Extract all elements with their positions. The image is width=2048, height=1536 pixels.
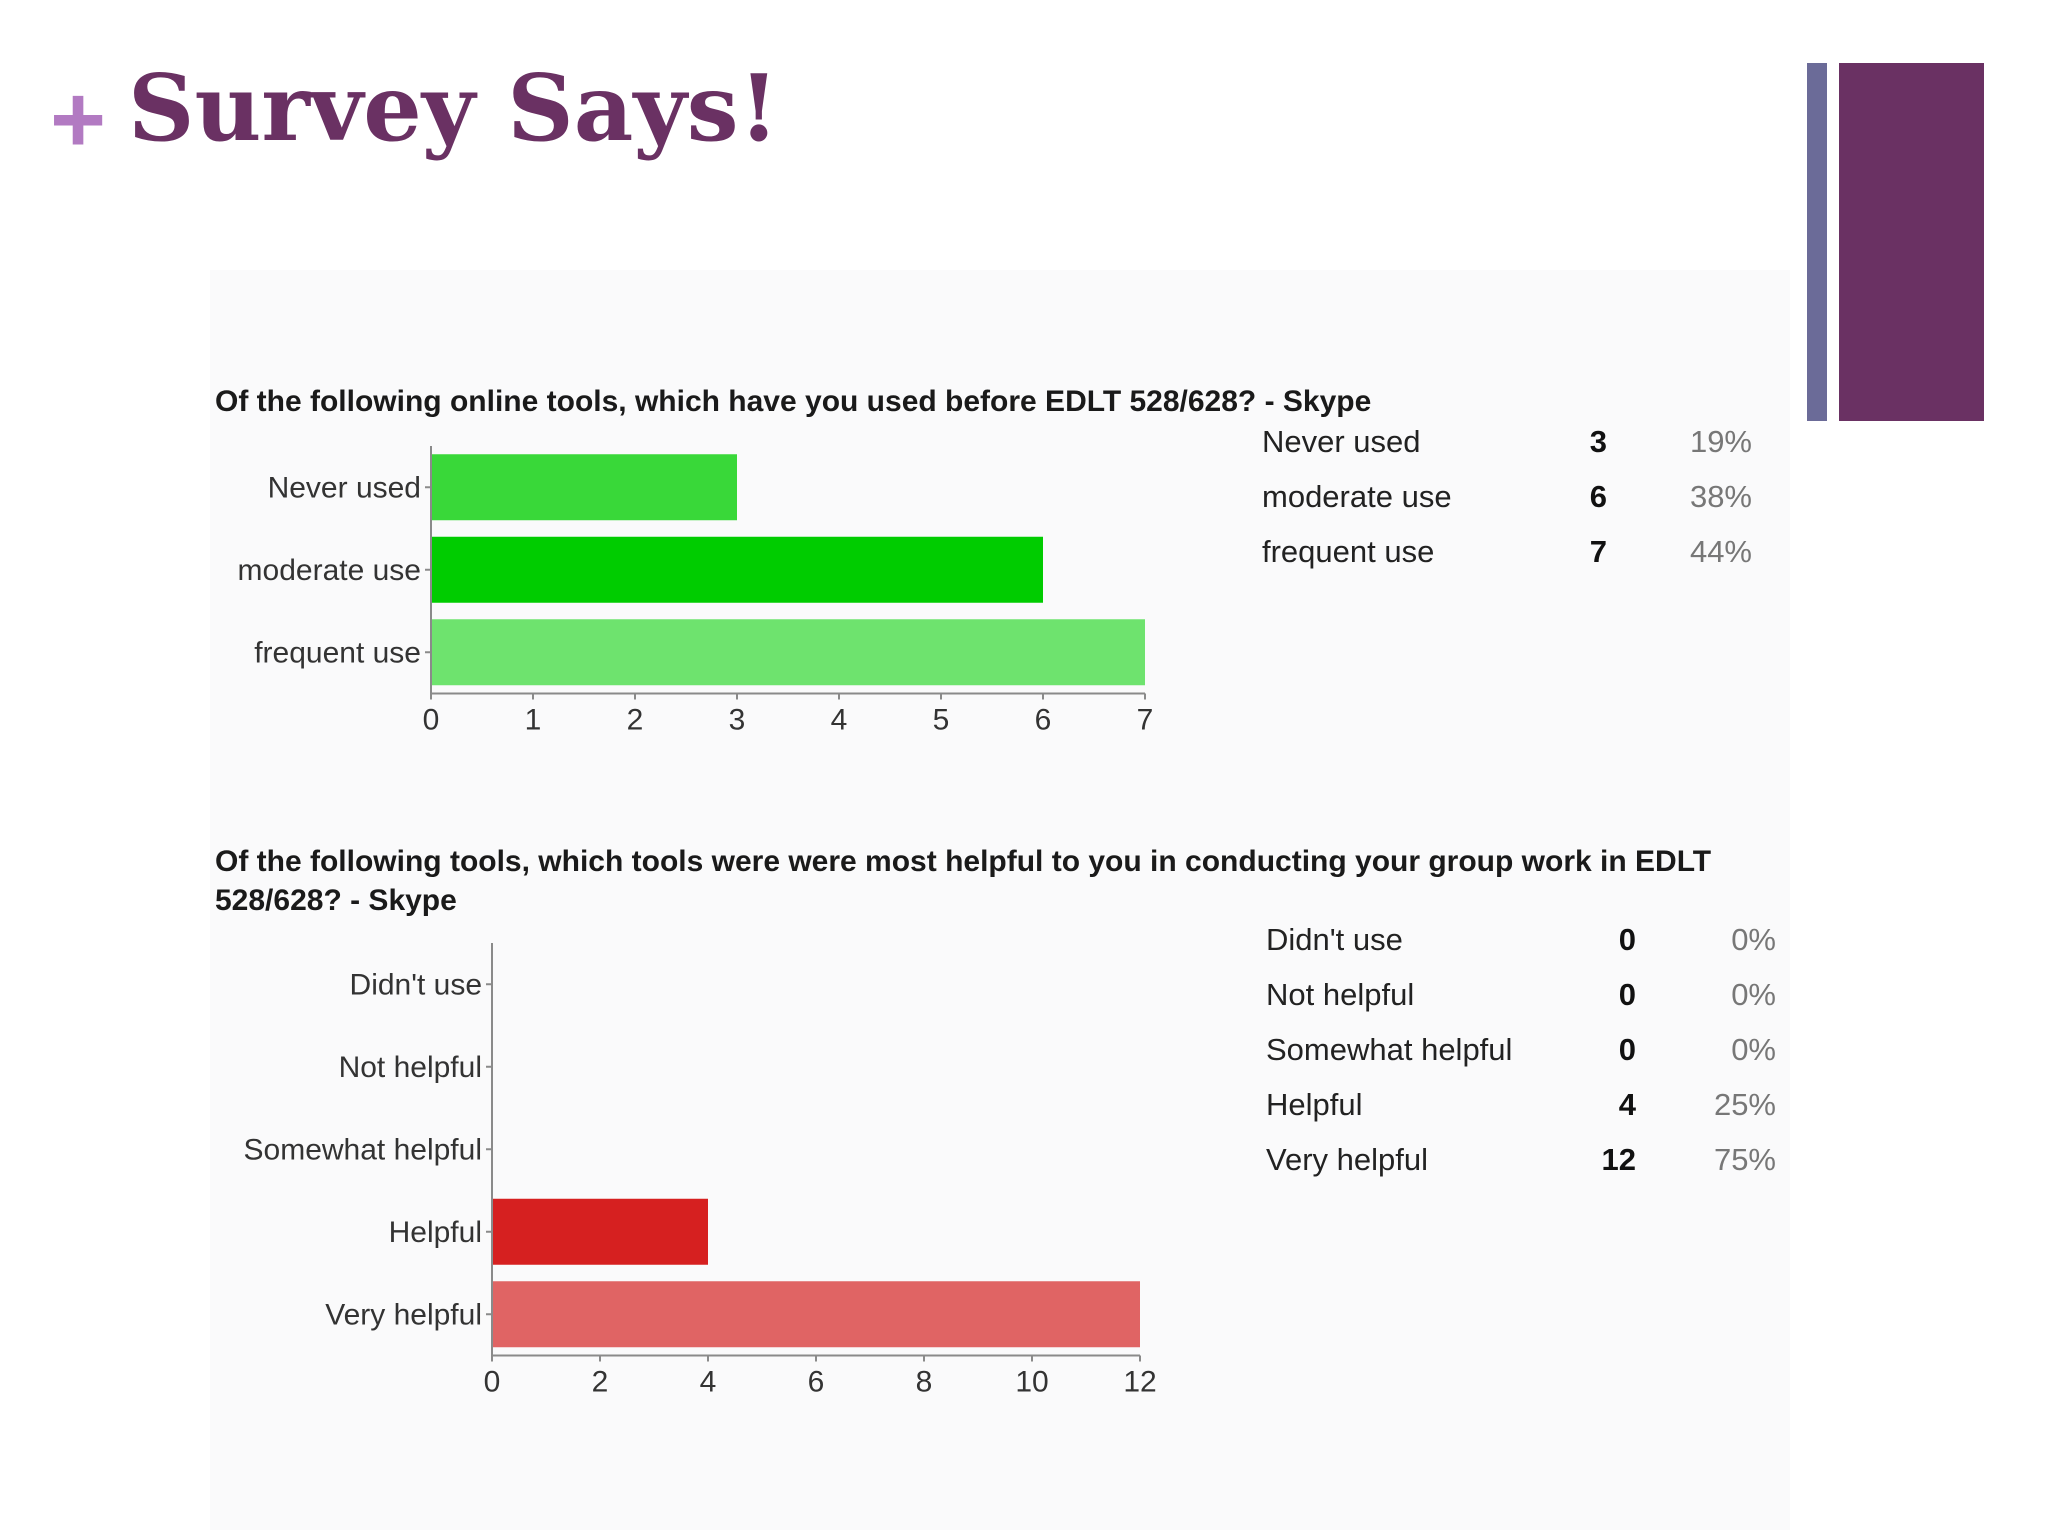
row-label: Helpful [1266,1086,1363,1122]
plus-icon: + [50,66,107,173]
category-label: Very helpful [325,1298,482,1331]
x-tick-label: 3 [729,704,746,737]
row-percent: 0% [1731,1031,1776,1067]
x-tick-label: 12 [1123,1366,1156,1399]
category-label: Didn't use [350,968,482,1001]
row-label: Somewhat helpful [1266,1031,1513,1067]
x-tick-label: 8 [916,1366,933,1399]
table-row: Helpful 4 25% [1266,1077,1776,1132]
category-label: Helpful [389,1216,482,1249]
slide-title: Survey Says! [128,54,779,162]
row-count: 12 [1601,1141,1636,1177]
row-percent: 0% [1731,921,1776,957]
row-count: 3 [1589,423,1607,459]
x-tick-label: 0 [484,1366,501,1399]
row-count: 4 [1618,1086,1636,1122]
row-count: 0 [1618,976,1636,1012]
row-percent: 38% [1689,478,1752,514]
table-row: Somewhat helpful 0 0% [1266,1022,1776,1077]
row-label: Not helpful [1266,976,1415,1012]
category-label: Not helpful [339,1051,482,1084]
row-count: 0 [1618,921,1636,957]
table-row: moderate use 6 38% [1262,469,1752,524]
x-tick-label: 5 [933,704,950,737]
chart2-title: Of the following tools, which tools were… [215,845,1712,917]
table-row: Not helpful 0 0% [1266,967,1776,1022]
category-label: frequent use [254,636,421,669]
bar-moderate-use [432,536,1043,603]
table-row: Never used 3 19% [1262,414,1752,469]
chart2-plot: Didn't use Not helpful Somewhat helpful Hel… [244,943,1157,1399]
x-tick-label: 0 [423,704,440,737]
x-tick-label: 10 [1015,1366,1048,1399]
row-count: 7 [1589,533,1607,569]
x-tick-label: 1 [525,704,542,737]
x-tick-label: 6 [808,1366,825,1399]
accent-bar-thin [1807,63,1827,421]
x-tick-label: 7 [1137,704,1154,737]
row-label: Didn't use [1266,921,1403,957]
row-percent: 25% [1713,1086,1776,1122]
category-label: Never used [268,471,421,504]
category-label: moderate use [238,554,421,587]
category-label: Somewhat helpful [244,1133,482,1166]
x-tick-label: 4 [831,704,848,737]
x-tick-label: 4 [700,1366,717,1399]
table-row: Didn't use 0 0% [1266,912,1776,967]
chart2-stats-table: Didn't use 0 0% Not helpful 0 0% Somewha… [1266,912,1776,1187]
row-label: Never used [1262,423,1421,459]
chart1-plot: Never used moderate use frequent use 0 1 2 3 4 5… [238,446,1154,737]
bar-never-used [432,454,737,521]
bar-frequent-use [432,619,1145,686]
x-tick-label: 2 [627,704,644,737]
bar-helpful [493,1198,708,1265]
row-label: moderate use [1262,478,1452,514]
row-label: frequent use [1262,533,1435,569]
chart1-stats-table: Never used 3 19% moderate use 6 38% freq… [1262,414,1752,579]
table-row: Very helpful 12 75% [1266,1132,1776,1187]
row-percent: 44% [1689,533,1752,569]
x-tick-label: 2 [592,1366,609,1399]
accent-bar-thick [1839,63,1984,421]
x-tick-label: 6 [1035,704,1052,737]
row-label: Very helpful [1266,1141,1428,1177]
row-count: 0 [1618,1031,1636,1067]
row-percent: 0% [1731,976,1776,1012]
row-percent: 19% [1689,423,1752,459]
table-row: frequent use 7 44% [1262,524,1752,579]
row-count: 6 [1589,478,1607,514]
bar-very-helpful [493,1281,1140,1348]
row-percent: 75% [1713,1141,1776,1177]
chart1-title: Of the following online tools, which hav… [215,385,1372,418]
